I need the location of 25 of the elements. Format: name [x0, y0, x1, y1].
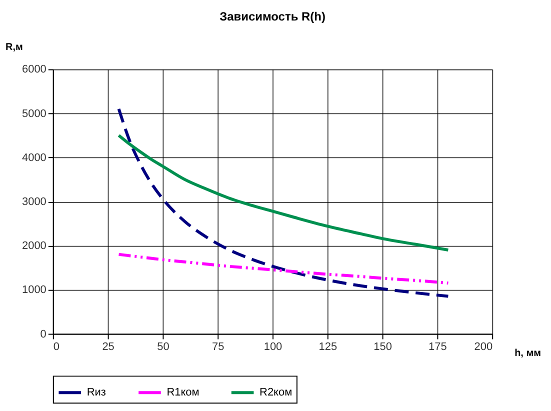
- y-tick-label: 4000: [22, 152, 46, 164]
- legend-label: R2ком: [260, 386, 292, 399]
- x-tick-label: 175: [428, 341, 447, 354]
- x-tick-label: 150: [374, 341, 392, 354]
- x-tick-label: 50: [157, 341, 170, 354]
- y-tick-label: 0: [40, 328, 46, 340]
- y-tick-label: 3000: [22, 196, 46, 208]
- line-series: [117, 134, 450, 252]
- x-tick-label: 100: [264, 341, 282, 354]
- line-series: [117, 252, 450, 285]
- x-tick-label: 75: [212, 341, 224, 354]
- legend-label: R1ком: [166, 386, 200, 399]
- y-tick-label: 5000: [22, 108, 46, 120]
- chart-title: Зависимость R(h): [220, 9, 326, 24]
- x-tick-label: 0: [53, 341, 60, 354]
- y-axis-title: R,м: [5, 42, 23, 53]
- x-axis-title: h, мм: [514, 348, 541, 360]
- y-tick-label: 2000: [22, 240, 46, 252]
- y-tick-label: 1000: [22, 284, 46, 296]
- x-tick-label: 200: [474, 341, 493, 354]
- legend-label: Rиз: [86, 386, 106, 399]
- y-tick-label: 6000: [22, 64, 46, 76]
- line-series: [117, 107, 450, 298]
- x-tick-label: 125: [318, 341, 338, 354]
- x-tick-label: 25: [102, 341, 114, 354]
